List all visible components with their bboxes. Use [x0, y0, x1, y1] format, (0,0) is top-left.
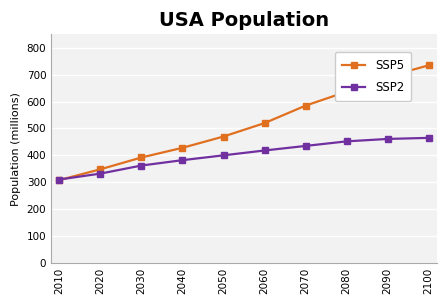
SSP2 — [262, 149, 267, 152]
Line: SSP2: SSP2 — [56, 135, 432, 183]
SSP5 — [98, 167, 103, 171]
SSP5 — [385, 75, 390, 78]
SSP5 — [344, 90, 349, 94]
SSP2 — [221, 153, 226, 157]
SSP5 — [180, 146, 185, 150]
SSP5 — [139, 156, 144, 159]
SSP2 — [139, 164, 144, 167]
SSP2 — [426, 136, 431, 140]
SSP2 — [344, 139, 349, 143]
Title: USA Population: USA Population — [159, 11, 329, 30]
Line: SSP5: SSP5 — [56, 62, 432, 183]
Y-axis label: Population (millions): Population (millions) — [11, 92, 21, 206]
SSP5 — [56, 178, 62, 182]
SSP5 — [221, 135, 226, 138]
SSP2 — [180, 158, 185, 162]
SSP2 — [56, 178, 62, 181]
SSP2 — [98, 172, 103, 175]
SSP2 — [303, 144, 308, 148]
SSP5 — [426, 63, 431, 67]
Legend: SSP5, SSP2: SSP5, SSP2 — [335, 52, 411, 101]
SSP5 — [303, 104, 308, 107]
SSP5 — [262, 121, 267, 125]
SSP2 — [385, 137, 390, 141]
